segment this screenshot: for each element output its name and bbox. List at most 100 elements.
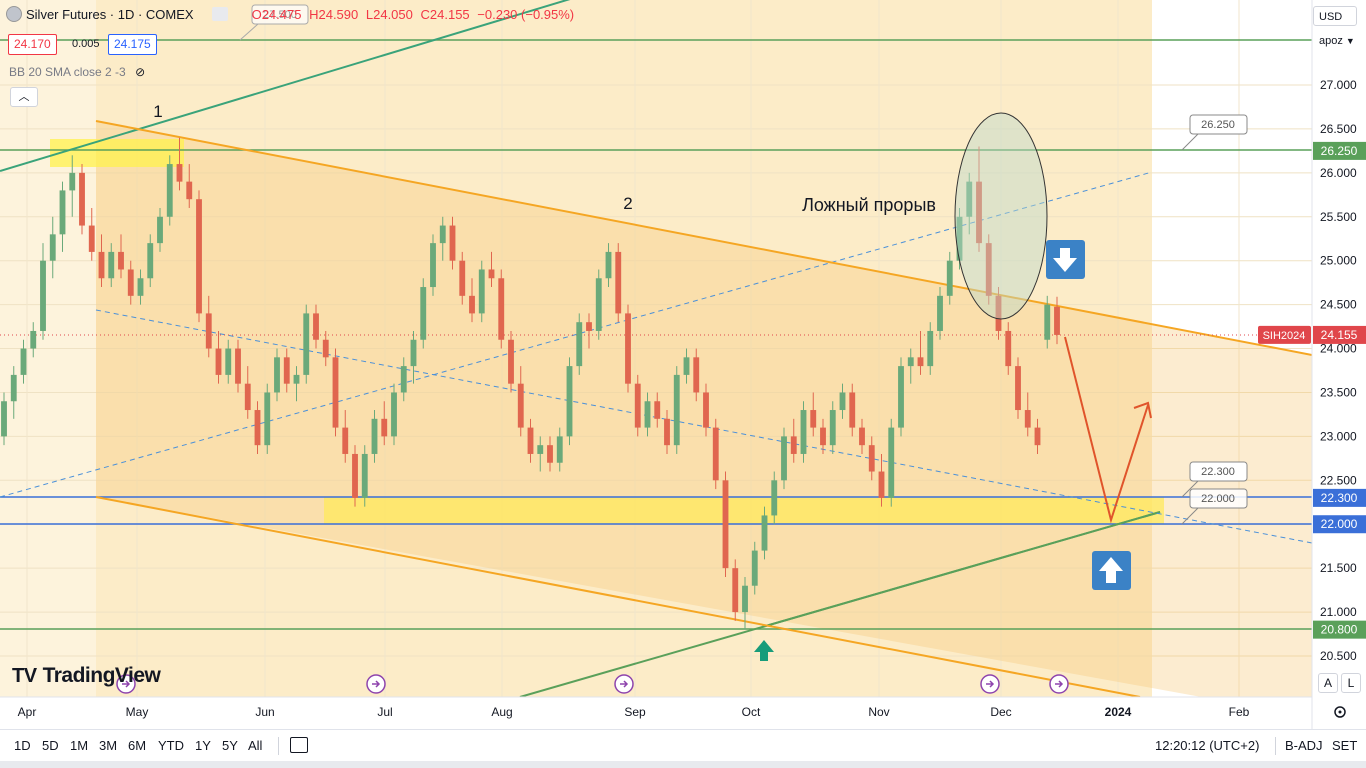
adjustment-toggle[interactable]: B-ADJ: [1285, 738, 1323, 753]
candle-body: [264, 392, 271, 446]
buy-price-box[interactable]: 24.175: [108, 34, 157, 55]
range-5d[interactable]: 5D: [42, 738, 59, 753]
candle-body: [586, 322, 592, 331]
candle-body: [205, 313, 212, 349]
symbol-icon: [6, 6, 22, 22]
candle-body: [69, 172, 76, 191]
candle-body: [966, 181, 973, 217]
range-1m[interactable]: 1M: [70, 738, 89, 753]
level-axis-label-bg: [1313, 620, 1366, 639]
range-all[interactable]: All: [248, 738, 263, 753]
candles: [1, 137, 1060, 630]
candle-body: [371, 418, 378, 454]
candle-body: [683, 357, 690, 375]
symbol-title[interactable]: Silver Futures · 1D · COMEX: [26, 6, 194, 22]
svg-text:22.000: 22.000: [1201, 493, 1235, 505]
candle-body: [98, 251, 105, 279]
false-breakout-ellipse[interactable]: [954, 112, 1048, 320]
range-1y[interactable]: 1Y: [195, 738, 211, 753]
candle-body: [254, 410, 261, 446]
candle-body: [244, 383, 251, 411]
price-tick-label: 20.500: [1320, 649, 1357, 663]
candle-body: [839, 392, 846, 411]
range-ytd[interactable]: YTD: [158, 738, 184, 753]
annotation-false-breakout: Ложный прорыв: [802, 195, 936, 215]
candle-body: [59, 190, 66, 235]
high-value: H24.590: [309, 6, 359, 22]
candle-body: [478, 269, 485, 314]
candle-body: [430, 243, 436, 288]
chevron-up-icon: ︿: [18, 91, 30, 103]
collapse-legend-button[interactable]: ︿: [10, 87, 38, 107]
candle-body: [391, 392, 397, 437]
rising-trendline-upper[interactable]: [0, 0, 600, 172]
candle-body: [186, 181, 193, 200]
ghost-tag-27500: 27.500: [239, 4, 309, 41]
candle-body: [410, 339, 417, 367]
change-value: −0.230 (−0.95%): [477, 6, 575, 22]
range-3m[interactable]: 3M: [99, 738, 118, 753]
range-6m[interactable]: 6M: [128, 738, 147, 753]
candle-body: [49, 234, 56, 261]
candle-body: [937, 295, 943, 331]
settings-gear-icon[interactable]: [1334, 706, 1346, 718]
scale-mode-select[interactable]: apoz ▼: [1313, 31, 1363, 51]
candle-body: [878, 471, 885, 498]
tradingview-logo[interactable]: TV TradingView: [12, 664, 161, 688]
log-scale-button[interactable]: L: [1341, 673, 1361, 693]
tag-26250[interactable]: 26.250: [1181, 114, 1248, 151]
currency-select[interactable]: USD: [1313, 6, 1357, 26]
price-axis[interactable]: 27.000 26.500 26.000 25.500 25.000 24.500 24.0…: [1320, 78, 1357, 663]
calendar-icon[interactable]: [290, 737, 308, 753]
projection-arrowhead: [1133, 401, 1152, 419]
candle-body: [157, 216, 163, 244]
sell-price-box[interactable]: 24.170: [8, 34, 57, 55]
level-axis-label-bg: [1313, 515, 1366, 534]
top-zone: [50, 139, 184, 167]
candle-body: [342, 427, 349, 454]
candle-body: [868, 445, 875, 472]
up-arrow-icon: [1092, 551, 1131, 590]
support-zone: [324, 497, 1164, 524]
range-5y[interactable]: 5Y: [222, 738, 238, 753]
time-tick-label: Apr: [18, 705, 37, 719]
candle-body: [498, 278, 505, 340]
time-tick-label: Dec: [990, 705, 1011, 719]
spread-value: 0.005: [72, 38, 100, 50]
range-1d[interactable]: 1D: [14, 738, 31, 753]
rising-trendline-low[interactable]: [761, 511, 1161, 628]
candle-body: [30, 330, 37, 349]
tv-logo-text: TradingView: [42, 664, 161, 687]
candle-body: [40, 260, 46, 331]
projection-path[interactable]: [1064, 336, 1149, 524]
candle-body: [625, 313, 631, 384]
channel-lower[interactable]: [95, 496, 1141, 697]
candle-body: [196, 199, 202, 314]
bottom-strip: [0, 761, 1366, 768]
eye-hidden-icon[interactable]: ⊘: [135, 65, 146, 79]
minimize-icon[interactable]: [211, 7, 228, 21]
session-toggle[interactable]: SET: [1332, 738, 1358, 753]
event-markers[interactable]: [116, 674, 1069, 694]
tag-22300[interactable]: 22.300: [1181, 461, 1248, 498]
indicator-legend[interactable]: BB 20 SMA close 2 -3 ⊘: [9, 65, 145, 79]
auto-scale-button[interactable]: A: [1318, 673, 1338, 693]
candle-body: [225, 348, 232, 375]
candle-body: [829, 410, 836, 446]
clock-time[interactable]: 12:20:12 (UTC+2): [1155, 738, 1260, 753]
time-axis[interactable]: Apr May Jun Jul Aug Sep Oct Nov Dec 2024 Feb: [18, 705, 1250, 719]
candle-body: [488, 269, 495, 279]
candle-body: [751, 550, 758, 586]
price-tick-label: 24.000: [1320, 342, 1357, 356]
candle-body: [547, 445, 553, 463]
candle-body: [1005, 330, 1012, 367]
candle-body: [449, 225, 456, 261]
candle-body: [810, 410, 817, 428]
tag-22000[interactable]: 22.000: [1181, 488, 1248, 525]
price-tick-label: 23.500: [1320, 385, 1357, 399]
channel-upper[interactable]: [95, 120, 1312, 356]
last-price-tag: [1313, 325, 1366, 344]
candle-body: [761, 515, 768, 551]
event-arrow-glyph: [986, 680, 995, 688]
